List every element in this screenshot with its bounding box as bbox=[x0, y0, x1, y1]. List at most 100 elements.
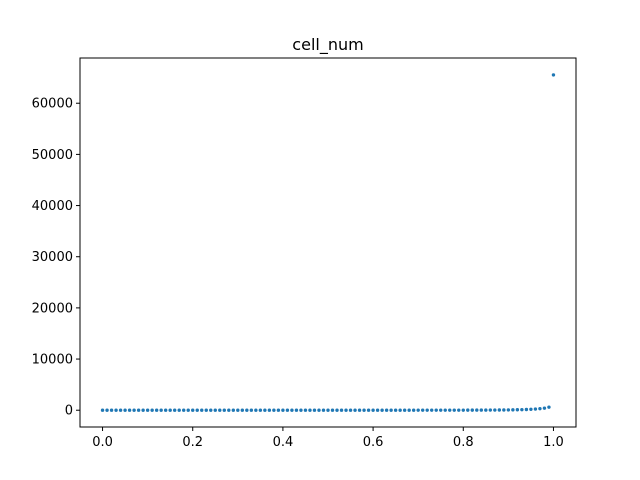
data-point bbox=[290, 408, 294, 412]
data-point bbox=[443, 408, 447, 412]
data-point bbox=[177, 408, 181, 412]
data-point bbox=[100, 408, 105, 412]
data-point bbox=[154, 408, 159, 412]
data-point bbox=[245, 408, 249, 412]
y-tick-label: 60000 bbox=[32, 97, 73, 112]
data-point bbox=[529, 407, 533, 411]
y-tick-label: 30000 bbox=[32, 250, 73, 265]
y-tick-label: 0 bbox=[65, 404, 73, 419]
data-point bbox=[479, 408, 484, 412]
data-point bbox=[389, 408, 393, 412]
data-point bbox=[145, 408, 150, 412]
data-point bbox=[393, 408, 398, 412]
y-axis: 0 10000 20000 30000 40000 50000 60000 bbox=[32, 97, 80, 419]
data-point bbox=[141, 408, 145, 412]
data-point bbox=[448, 408, 452, 412]
data-point bbox=[434, 408, 438, 412]
data-point bbox=[321, 408, 326, 412]
data-point bbox=[136, 408, 141, 412]
data-point bbox=[416, 408, 420, 412]
data-point bbox=[114, 408, 118, 412]
data-point bbox=[204, 408, 208, 412]
data-point bbox=[105, 408, 109, 412]
data-point bbox=[362, 408, 366, 412]
data-point bbox=[123, 408, 127, 412]
data-point bbox=[132, 408, 136, 412]
x-tick-label: 0.2 bbox=[182, 435, 203, 450]
data-point bbox=[186, 408, 190, 412]
data-point bbox=[127, 408, 132, 412]
data-point bbox=[236, 408, 240, 412]
y-tick-label: 50000 bbox=[32, 148, 73, 163]
data-point bbox=[109, 408, 114, 412]
x-tick-label: 0.6 bbox=[363, 435, 384, 450]
data-point bbox=[493, 408, 497, 412]
data-point bbox=[520, 407, 524, 412]
x-axis: 0.0 0.2 0.4 0.6 0.8 1.0 bbox=[92, 427, 564, 450]
data-point bbox=[538, 406, 542, 411]
data-point bbox=[240, 408, 245, 412]
y-tick-label: 10000 bbox=[32, 353, 73, 368]
data-point bbox=[267, 408, 272, 412]
data-points bbox=[100, 73, 556, 412]
data-point bbox=[466, 408, 470, 412]
data-point bbox=[402, 408, 407, 412]
data-point bbox=[168, 408, 172, 412]
x-tick-label: 0.0 bbox=[92, 435, 113, 450]
data-point bbox=[263, 408, 267, 412]
data-point bbox=[150, 408, 154, 412]
data-point bbox=[439, 408, 443, 412]
data-point bbox=[375, 408, 380, 412]
chart-title: cell_num bbox=[292, 35, 363, 55]
data-point bbox=[276, 408, 281, 412]
data-point bbox=[317, 408, 321, 412]
data-point bbox=[357, 408, 362, 412]
data-point bbox=[547, 405, 551, 409]
data-point bbox=[254, 408, 258, 412]
data-point bbox=[191, 408, 195, 412]
data-point bbox=[511, 408, 515, 412]
data-point bbox=[200, 408, 204, 412]
data-point bbox=[452, 408, 456, 412]
data-point bbox=[371, 408, 375, 412]
data-point bbox=[312, 408, 317, 412]
data-point bbox=[326, 408, 330, 412]
data-point bbox=[281, 408, 285, 412]
data-point bbox=[348, 408, 353, 412]
x-tick-label: 0.4 bbox=[273, 435, 294, 450]
data-point bbox=[335, 408, 339, 412]
data-point bbox=[163, 408, 168, 412]
data-point bbox=[470, 408, 474, 412]
data-point bbox=[308, 408, 312, 412]
data-point bbox=[303, 408, 308, 412]
y-tick-label: 20000 bbox=[32, 301, 73, 316]
data-point bbox=[457, 408, 461, 412]
data-point bbox=[484, 408, 488, 412]
data-point bbox=[353, 408, 357, 412]
plot-frame bbox=[79, 57, 577, 428]
data-point bbox=[430, 408, 434, 412]
data-point bbox=[182, 408, 186, 412]
data-point bbox=[488, 408, 493, 412]
data-point bbox=[195, 408, 199, 412]
data-point bbox=[506, 408, 511, 412]
data-point bbox=[497, 408, 502, 412]
data-point bbox=[425, 408, 429, 412]
data-point bbox=[222, 408, 226, 412]
data-point bbox=[407, 408, 411, 412]
data-point bbox=[366, 408, 371, 412]
data-point bbox=[294, 408, 299, 412]
data-point bbox=[172, 408, 177, 412]
data-point bbox=[515, 408, 520, 412]
data-point bbox=[118, 408, 123, 412]
data-point bbox=[420, 408, 425, 412]
data-point bbox=[542, 406, 547, 410]
data-point bbox=[398, 408, 402, 412]
data-point bbox=[231, 408, 236, 412]
data-point bbox=[285, 408, 290, 412]
data-point bbox=[524, 407, 529, 412]
x-tick-label: 0.8 bbox=[453, 435, 474, 450]
data-point bbox=[159, 408, 163, 412]
data-point bbox=[461, 408, 465, 412]
